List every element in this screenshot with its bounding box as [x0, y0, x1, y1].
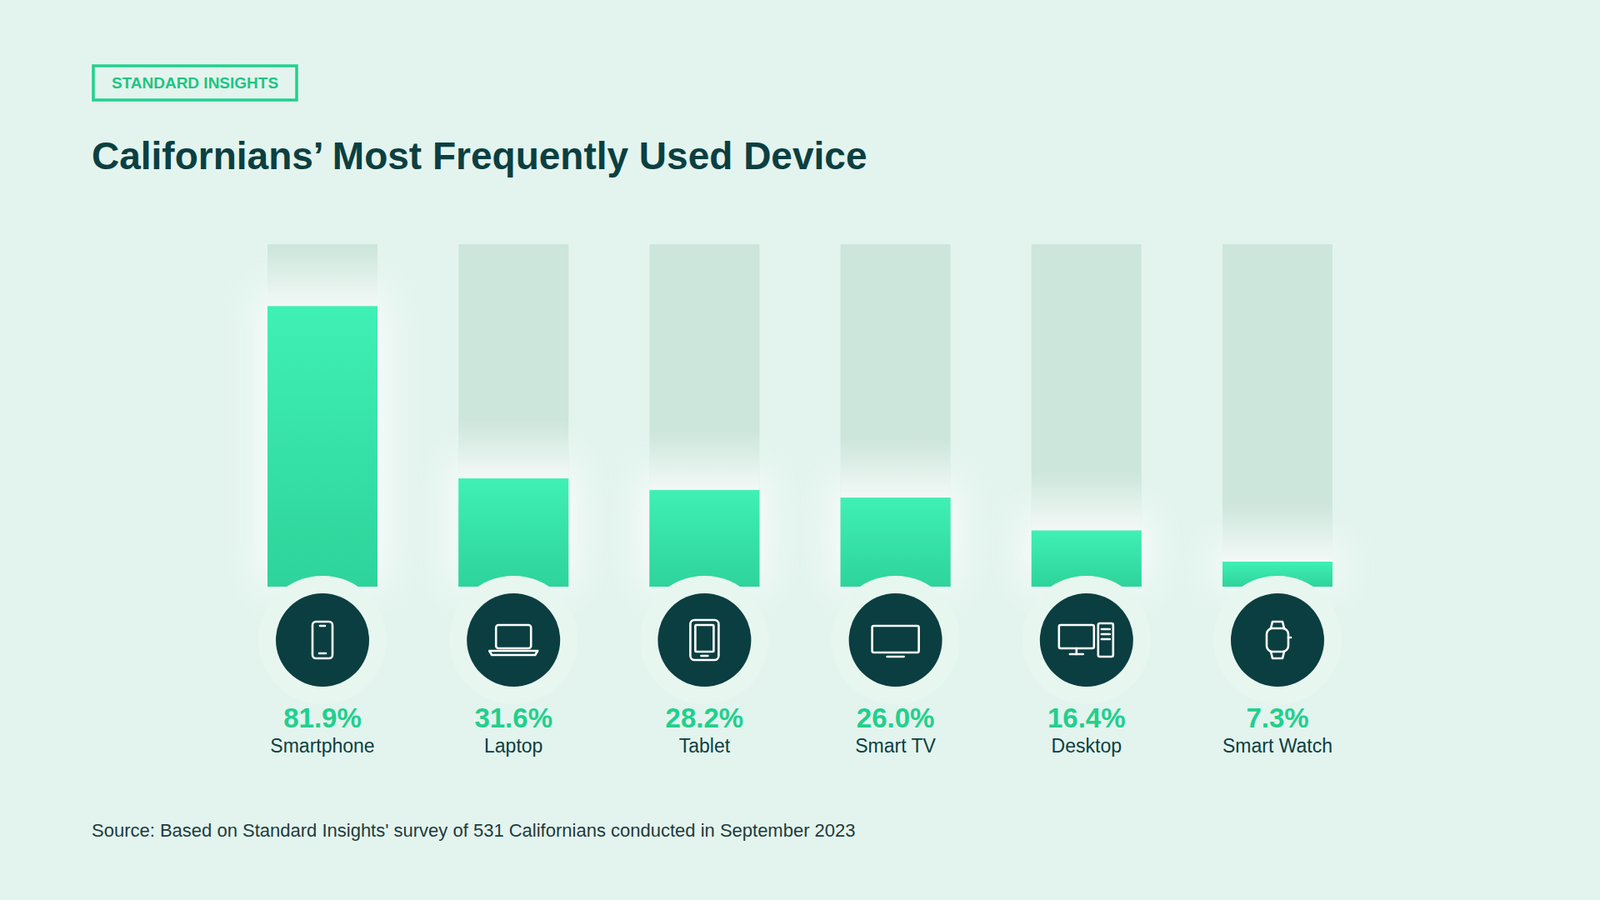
labels: 81.9%Smartphone 31.6%Laptop 28.2%Tablet 26.… — [270, 702, 1333, 757]
value-label: 31.6% — [474, 702, 553, 734]
icon-stroke — [320, 625, 325, 628]
icon-circle — [466, 593, 560, 687]
tracks — [267, 244, 1333, 587]
device-icon — [1059, 623, 1114, 657]
icon-circle — [275, 593, 370, 687]
icon-stroke — [1101, 633, 1110, 636]
icon-circle — [849, 593, 943, 687]
value-label: 16.4% — [1047, 702, 1126, 734]
track-fade — [458, 420, 569, 479]
device-icon — [489, 625, 538, 655]
bar-track — [840, 244, 951, 587]
icon-stroke — [700, 655, 708, 658]
icon-stroke — [1101, 638, 1110, 641]
icon-circle — [657, 593, 751, 687]
brand: STANDARD INSIGHTS — [111, 74, 279, 92]
device-icon — [690, 620, 719, 660]
bar-track — [458, 244, 569, 587]
bar-track — [267, 244, 378, 587]
icon-stroke — [1270, 621, 1285, 629]
bar-shade — [649, 490, 760, 587]
icon-stroke — [1270, 651, 1285, 659]
category-label: Desktop — [1051, 735, 1122, 757]
bar-track — [1031, 244, 1142, 587]
category-label: Laptop — [484, 735, 543, 757]
bar — [458, 478, 569, 587]
icon-halo — [258, 575, 387, 705]
device-icon — [872, 625, 920, 657]
title: Californians’ Most Frequently Used Devic… — [91, 134, 867, 178]
bar-shade — [840, 497, 951, 587]
value-label: 7.3% — [1245, 702, 1309, 734]
icon-stroke — [1101, 628, 1110, 631]
device-icon — [1266, 621, 1291, 659]
bar-glow — [640, 473, 768, 587]
category-label: Tablet — [679, 735, 731, 757]
icon-circle — [1230, 593, 1325, 687]
track-fade — [649, 431, 760, 490]
value-label: 26.0% — [856, 702, 935, 734]
bars — [267, 305, 1333, 587]
icon-stroke — [872, 625, 920, 653]
icon-stroke — [695, 625, 714, 652]
icon-stroke — [489, 650, 538, 655]
track-fade — [840, 439, 951, 498]
icon-halo — [1022, 575, 1151, 705]
track-fade — [1031, 472, 1142, 531]
bar-track — [649, 244, 760, 587]
icon-halo — [640, 575, 769, 705]
bar-glow — [450, 461, 577, 587]
icons — [258, 575, 1342, 705]
category-label: Smartphone — [270, 735, 375, 757]
device-icon — [312, 621, 333, 659]
icon-stroke — [1266, 628, 1289, 652]
value-label: 28.2% — [665, 702, 745, 734]
bar — [267, 305, 378, 587]
icon-stroke — [1059, 625, 1095, 649]
category-label: Smart Watch — [1222, 735, 1333, 757]
icon-stroke — [495, 625, 531, 649]
icon-circle — [1040, 593, 1134, 687]
icon-halo — [1213, 575, 1342, 705]
category-label: Smart TV — [855, 735, 936, 757]
bar-shade — [458, 478, 569, 587]
track-fade — [1222, 503, 1333, 562]
bar-track — [1222, 244, 1333, 587]
bar — [649, 490, 760, 587]
icon-halo — [831, 575, 960, 705]
chart: STANDARD INSIGHTS Californians’ Most Freq… — [0, 0, 1600, 900]
bar-glow — [259, 289, 386, 587]
brand-badge — [93, 65, 297, 100]
icon-stroke — [887, 655, 905, 659]
source: Source: Based on Standard Insights' surv… — [91, 820, 856, 841]
bar-shade — [267, 305, 378, 587]
icon-halo — [449, 575, 578, 705]
icon-stroke — [1288, 636, 1291, 640]
icon-stroke — [312, 621, 333, 659]
icon-stroke — [1098, 623, 1114, 657]
track-fade — [267, 247, 378, 306]
bar — [840, 497, 951, 587]
value-label: 81.9% — [283, 702, 362, 734]
icon-stroke — [1070, 653, 1084, 656]
glow-layer — [259, 289, 1341, 587]
background — [0, 0, 1600, 900]
icon-stroke — [319, 652, 326, 655]
icon-stroke — [690, 620, 719, 660]
